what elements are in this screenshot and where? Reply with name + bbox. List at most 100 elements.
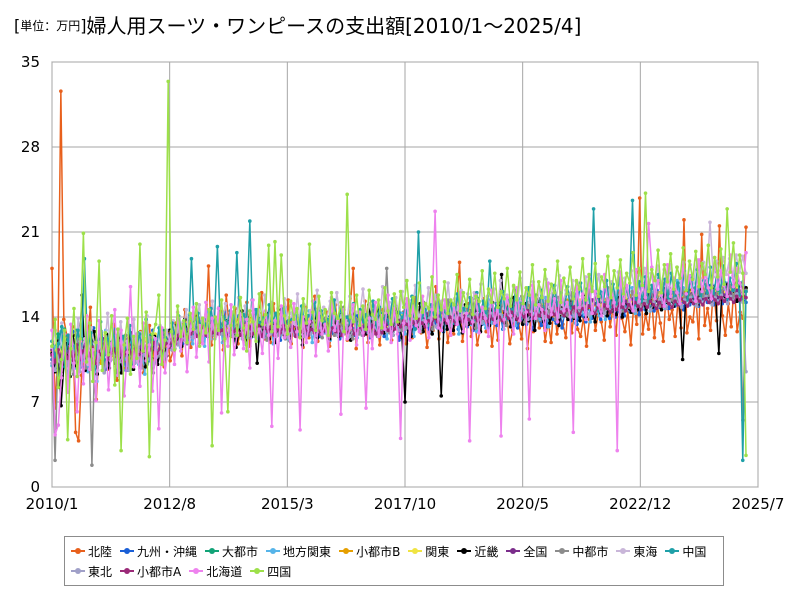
data-point [628,281,632,285]
data-point [537,326,542,330]
data-point [593,328,598,333]
data-point [166,79,170,84]
data-point [657,300,662,305]
data-point [668,294,673,299]
data-point [210,443,214,448]
data-point [439,394,444,398]
data-point [716,301,721,306]
data-point [235,250,239,255]
data-point [744,295,748,300]
data-point [636,304,640,308]
data-point [374,332,378,336]
data-point [295,329,299,334]
data-point [618,258,623,262]
data-point [184,307,189,312]
data-point [499,434,503,438]
data-point [219,411,224,415]
data-point [564,335,568,340]
data-point [65,437,70,442]
data-point [527,417,532,421]
legend-swatch [665,548,680,554]
legend-swatch [71,568,85,574]
data-point [427,335,431,340]
data-point [172,362,177,367]
data-point [644,311,649,316]
data-point [639,307,643,312]
data-point [144,310,149,314]
data-point [292,317,296,322]
data-point [580,256,585,261]
data-point [518,318,522,323]
data-point [734,294,739,299]
data-point [731,300,736,305]
data-point [59,357,64,362]
data-point [169,329,174,334]
data-point [649,307,653,312]
data-point [471,312,475,317]
data-point [116,327,120,331]
data-point [56,341,61,346]
data-point [685,330,689,335]
data-point [659,290,664,295]
legend-swatch [120,548,135,554]
data-point [623,309,628,313]
data-point [480,305,485,310]
data-point [673,299,677,304]
legend-item: 小都市B [339,543,400,560]
data-point [310,340,315,345]
data-point [288,345,293,350]
data-point [361,287,365,291]
data-point [568,265,572,270]
data-point [615,286,620,290]
data-point [427,306,431,311]
data-point [546,324,551,329]
data-point [662,304,667,308]
data-point [558,300,563,305]
data-point [76,328,80,333]
data-point [113,307,117,312]
data-point [740,458,745,463]
data-point [723,333,728,338]
legend-item: 全国 [506,543,547,560]
data-point [687,259,692,263]
data-point [255,361,259,365]
data-point [560,326,564,330]
data-point [386,328,391,333]
data-point [436,326,441,330]
data-point [455,272,459,277]
data-point [403,400,407,404]
data-point [386,309,390,313]
data-point [621,292,626,296]
legend-label: 北陸 [88,544,113,559]
data-point [640,283,645,288]
data-point [467,277,472,282]
data-point [489,300,494,305]
data-point [254,339,258,344]
data-point [518,270,522,274]
data-point [87,321,92,325]
data-point [288,299,293,304]
y-tick-label: 21 [20,223,40,241]
data-point [378,343,382,347]
data-point [414,323,419,328]
data-point [474,294,478,299]
data-point [335,290,339,295]
data-point [587,272,591,277]
data-point [480,269,485,273]
data-point [426,286,431,290]
data-point [731,284,736,289]
data-point [555,320,560,324]
data-point [533,316,538,321]
legend: 北陸 九州・沖縄 大都市 地方関東 小都市B 関東 近畿 全国 中都市 東海 中国 東北 小都市A 北海… [64,536,724,586]
data-point [56,385,61,390]
data-point [695,304,699,308]
data-point [425,345,429,350]
data-point [578,318,582,323]
data-point [213,315,218,319]
data-point [222,337,227,341]
data-point [354,343,359,347]
data-point [614,307,619,312]
data-point [499,289,503,294]
data-point [392,292,397,296]
data-point [725,207,729,211]
